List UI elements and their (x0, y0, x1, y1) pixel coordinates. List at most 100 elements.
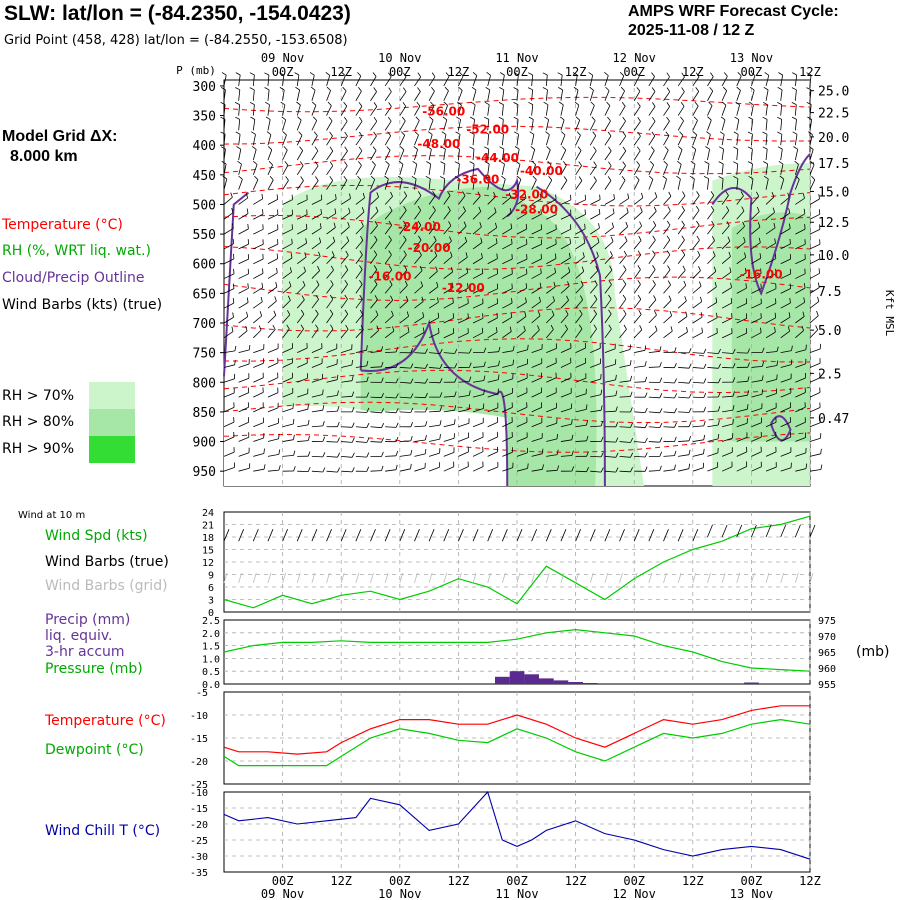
wind-barb (809, 134, 813, 146)
wind-barb (311, 470, 323, 473)
wind-barb (546, 348, 557, 354)
wind-barb (663, 239, 671, 250)
wind-barb (648, 225, 657, 235)
wind-barb-flag (652, 220, 657, 226)
isotherm-label: -20.00 (408, 241, 451, 255)
wind-barb (633, 91, 641, 101)
wind-barb-flag (366, 422, 370, 428)
wind-barb (545, 179, 553, 190)
wind-barb-flag (511, 238, 513, 244)
wind-barb (267, 272, 278, 279)
wind-barb (399, 164, 404, 175)
wind-barb (311, 284, 320, 294)
surface-wind-barb (370, 529, 376, 542)
wind-barb (736, 226, 745, 235)
precip-bar (524, 674, 539, 684)
wind-barb (678, 440, 690, 442)
wind-barb (560, 119, 565, 131)
wind-barb (736, 466, 747, 472)
wind-ytick: 18 (202, 533, 214, 544)
wind-barb (795, 377, 806, 383)
wind-barb-flag (496, 312, 498, 318)
wind-barb (296, 74, 300, 86)
wind-barb (472, 436, 484, 442)
wind-barb-flag (697, 250, 701, 256)
wind-barb (648, 196, 658, 205)
wind-barb (604, 150, 612, 161)
wind-barb-flag (523, 325, 526, 331)
wind-barb-flag (278, 433, 280, 439)
wind-barb-flag (667, 206, 671, 211)
wind-barb (443, 119, 448, 131)
wind-barb (355, 365, 367, 368)
wind-barb (795, 258, 806, 265)
pressure-ytick: 975 (818, 616, 836, 627)
wind-barb (223, 302, 234, 309)
wind-barb (721, 225, 730, 235)
wind-barb (575, 285, 584, 294)
wind-barb (575, 271, 585, 279)
wind-barb-flag (688, 348, 692, 354)
wind-barb-flag (495, 238, 498, 244)
wind-barb-flag (511, 298, 513, 304)
wind-barb (501, 89, 505, 101)
wind-barb-flag (725, 191, 729, 196)
wind-barb-flag (253, 160, 258, 165)
precip-ytick: 1.0 (202, 654, 220, 665)
precip-bar (582, 683, 598, 684)
wind-barb-flag (230, 192, 233, 198)
wind-barb-flag (681, 205, 685, 211)
wind-barb-flag (311, 101, 317, 106)
wind-barb (604, 227, 614, 235)
wind-barb (414, 105, 421, 116)
wind-barb-flag (703, 363, 707, 369)
wind-barb (663, 210, 671, 220)
wind-barb (707, 134, 711, 146)
surface-wind-barb (501, 529, 508, 542)
wind-barb (414, 178, 417, 190)
wind-barb (501, 178, 506, 190)
wind-barb (546, 362, 557, 368)
wind-barb (663, 120, 670, 131)
wind-barb-flag (625, 221, 629, 227)
wind-barb (385, 455, 397, 457)
wind-barb-flag (703, 434, 706, 440)
wind-barb-flag (418, 235, 422, 241)
wind-barb (355, 165, 362, 176)
wind-barb-flag (558, 87, 563, 91)
wind-barb (311, 75, 315, 87)
wind-barb (795, 363, 806, 368)
wind-barb (619, 198, 629, 205)
wind-barb (560, 423, 572, 428)
wind-barb (780, 228, 791, 235)
wind-barb (707, 163, 710, 175)
wind-barb (414, 425, 426, 428)
wind-barb (326, 470, 338, 473)
wind-barb-flag (455, 131, 461, 135)
wind-barb-flag (501, 175, 506, 180)
wind-barb-flag (584, 223, 586, 229)
wind-barb (692, 76, 700, 87)
wind-barb (384, 225, 393, 235)
wind-barb-flag (351, 375, 354, 381)
wind-barb-flag (337, 390, 339, 396)
wind-barb-flag (410, 463, 412, 469)
wind-barb (443, 423, 455, 428)
kft-tick-label: 17.5 (818, 157, 849, 172)
wind-barb-flag (448, 221, 452, 226)
kft-axis-title: Kft MSL (883, 290, 896, 337)
wind-barb-flag (615, 467, 619, 473)
wind-barb (736, 163, 739, 175)
wind-barb-flag (410, 393, 414, 399)
wind-barb (458, 149, 460, 161)
wind-barb-flag (571, 466, 575, 472)
wind-barb (458, 226, 467, 235)
wind-barb-flag (344, 294, 348, 300)
wind-barb-flag (454, 348, 458, 354)
wind-barb (751, 466, 762, 472)
wind-barb (252, 89, 255, 101)
wind-barb-flag (372, 72, 377, 77)
wind-barb (238, 104, 240, 116)
wind-barb-flag (696, 235, 700, 241)
temperature-panel (223, 691, 811, 785)
